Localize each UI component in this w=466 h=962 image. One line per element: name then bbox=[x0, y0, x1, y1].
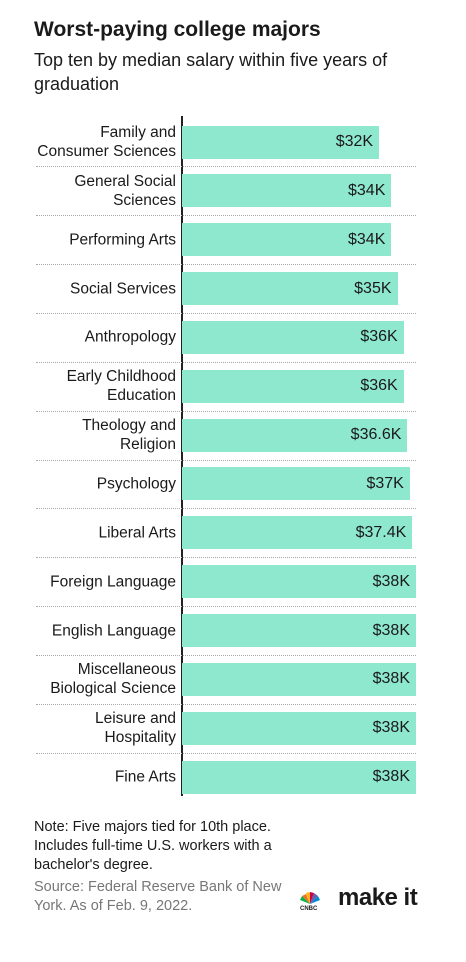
chart-subtitle: Top ten by median salary within five yea… bbox=[34, 50, 388, 94]
row-separator bbox=[36, 703, 416, 705]
axis-line bbox=[181, 116, 183, 796]
bar bbox=[182, 174, 392, 208]
bar bbox=[182, 565, 416, 599]
category-label: Family and Consumer Sciences bbox=[37, 124, 176, 160]
value-label: $38K bbox=[372, 719, 410, 737]
chart-title: Worst-paying college majors bbox=[34, 18, 321, 41]
row-separator bbox=[36, 166, 416, 168]
logo: make it bbox=[338, 884, 418, 911]
value-label: $38K bbox=[372, 670, 410, 688]
logo-small: CNBC bbox=[300, 906, 318, 912]
bar bbox=[182, 369, 404, 403]
row-separator bbox=[36, 312, 416, 314]
category-label: Early Childhood Education bbox=[66, 368, 176, 405]
row-separator bbox=[36, 654, 416, 656]
row-separator bbox=[36, 557, 416, 559]
category-label: Foreign Language bbox=[50, 573, 176, 591]
category-label: Psychology bbox=[96, 475, 176, 493]
note: Note: Five majors tied for 10th place. I… bbox=[34, 819, 272, 873]
category-label: Anthropology bbox=[84, 328, 176, 346]
bar bbox=[182, 125, 380, 159]
bar bbox=[182, 223, 392, 257]
value-label: $38K bbox=[372, 768, 410, 786]
bar bbox=[182, 516, 413, 550]
row-separator bbox=[36, 459, 416, 461]
value-label: $32K bbox=[335, 133, 374, 150]
bar bbox=[182, 711, 416, 745]
value-label: $36.6K bbox=[350, 426, 402, 444]
value-label: $37.4K bbox=[355, 523, 407, 541]
value-label: $37K bbox=[366, 474, 404, 492]
bar bbox=[182, 418, 408, 452]
category-label: Fine Arts bbox=[114, 768, 176, 786]
bar bbox=[182, 760, 416, 794]
row-separator bbox=[36, 410, 416, 412]
value-label: $35K bbox=[354, 279, 392, 297]
category-label: General Social Sciences bbox=[74, 172, 176, 209]
source: Source: Federal Reserve Bank of New York… bbox=[34, 879, 282, 914]
category-label: Miscellaneous Biological Science bbox=[50, 661, 176, 698]
bar bbox=[182, 467, 410, 501]
row-separator bbox=[36, 606, 416, 608]
category-label: Liberal Arts bbox=[98, 524, 176, 542]
bar bbox=[182, 614, 416, 647]
category-label: Performing Arts bbox=[69, 231, 176, 249]
value-label: $34K bbox=[348, 181, 386, 199]
row-separator bbox=[36, 215, 416, 217]
category-label: Theology and Religion bbox=[82, 417, 176, 454]
bar bbox=[182, 320, 404, 354]
value-label: $34K bbox=[348, 230, 386, 248]
category-label: Social Services bbox=[70, 280, 176, 298]
logo-icon bbox=[300, 892, 320, 904]
value-label: $38K bbox=[372, 621, 410, 639]
category-label: Leisure and Hospitality bbox=[94, 710, 176, 747]
row-separator bbox=[36, 752, 416, 754]
value-label: $38K bbox=[372, 572, 410, 590]
row-separator bbox=[36, 508, 416, 510]
category-label: English Language bbox=[51, 622, 176, 639]
row-separator bbox=[36, 264, 416, 266]
row-separator bbox=[36, 361, 416, 363]
bar bbox=[182, 272, 398, 306]
value-label: $36K bbox=[360, 328, 398, 346]
value-label: $36K bbox=[360, 377, 398, 395]
bar bbox=[182, 662, 416, 696]
